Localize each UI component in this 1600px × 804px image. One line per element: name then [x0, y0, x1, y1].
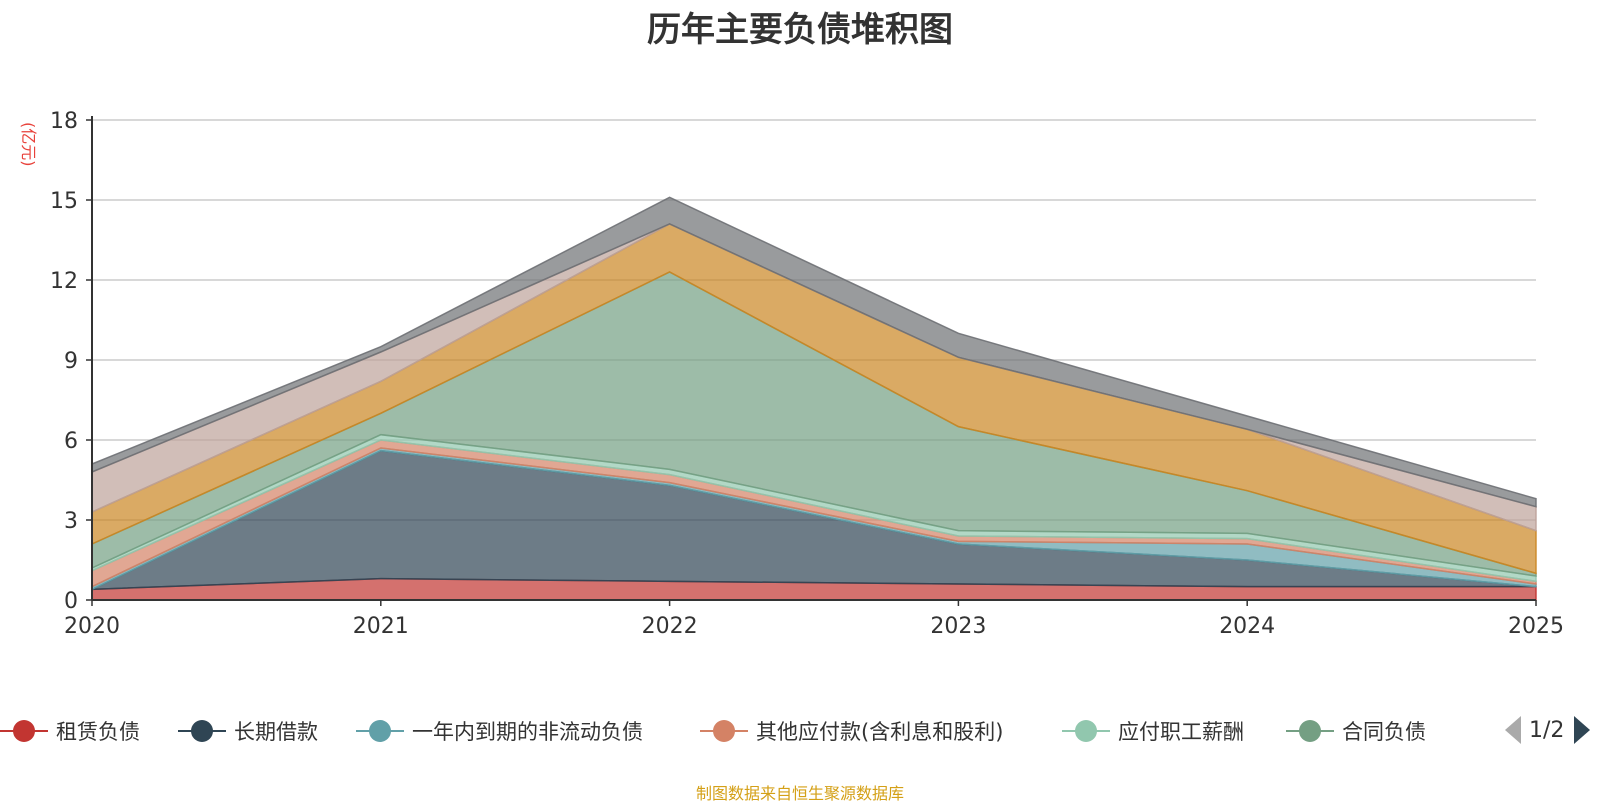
legend-item[interactable]: 合同负债: [1286, 716, 1426, 746]
y-tick-label: 12: [50, 269, 78, 294]
legend-label: 租赁负债: [56, 720, 140, 744]
chart-title: 历年主要负债堆积图: [647, 10, 953, 50]
legend-pager: 1/2: [1505, 716, 1591, 744]
y-tick-label: 6: [64, 429, 78, 454]
legend-marker-icon: [1286, 716, 1334, 746]
legend-label: 长期借款: [234, 720, 318, 744]
y-tick-label: 0: [64, 589, 78, 614]
x-tick-label: 2022: [642, 614, 698, 639]
legend-marker-icon: [0, 716, 48, 746]
legend-item[interactable]: 一年内到期的非流动负债: [356, 716, 643, 746]
y-tick-label: 18: [50, 109, 78, 134]
legend-label: 一年内到期的非流动负债: [412, 720, 643, 744]
legend-item[interactable]: 应付职工薪酬: [1062, 716, 1244, 746]
x-tick-label: 2020: [64, 614, 120, 639]
y-tick-label: 15: [50, 189, 78, 214]
stacked-areas: [91, 196, 1537, 601]
x-tick-label: 2023: [930, 614, 986, 639]
legend-label: 合同负债: [1342, 720, 1426, 744]
x-tick-label: 2024: [1219, 614, 1275, 639]
y-tick-label: 3: [64, 509, 78, 534]
legend-label: 应付职工薪酬: [1118, 720, 1244, 744]
legend-item[interactable]: 其他应付款(含利息和股利): [700, 716, 1003, 746]
legend-marker-icon: [700, 716, 748, 746]
area-其他: [91, 196, 1537, 508]
legend-item[interactable]: 长期借款: [178, 716, 318, 746]
legend-marker-icon: [1062, 716, 1110, 746]
legend-next-icon[interactable]: [1574, 716, 1591, 744]
x-tick-label: 2021: [353, 614, 409, 639]
x-tick-label: 2025: [1508, 614, 1564, 639]
y-tick-label: 9: [64, 349, 78, 374]
legend-item[interactable]: 租赁负债: [0, 716, 140, 746]
data-source-footer: 制图数据来自恒生聚源数据库: [695, 784, 904, 803]
legend-marker-icon: [356, 716, 404, 746]
legend-page-indicator: 1/2: [1529, 717, 1565, 743]
legend-prev-icon[interactable]: [1505, 716, 1521, 744]
axes: 0 3 6 9 12 15 18 2020 2021 2022 2023 2024 2025: [50, 109, 1564, 639]
legend-label: 其他应付款(含利息和股利): [756, 720, 1004, 744]
legend-marker-icon: [178, 716, 226, 746]
legend: 租赁负债 长期借款 一年内到期的非流动负债 其他应付款(含利息和股利) 应付职工薪酬 合同…: [0, 716, 1600, 750]
